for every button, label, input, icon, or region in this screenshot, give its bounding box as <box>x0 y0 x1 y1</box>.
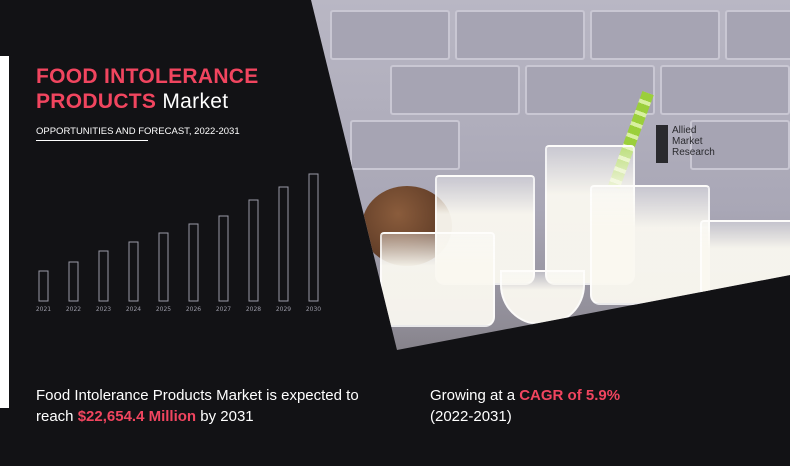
divider <box>36 140 148 141</box>
subtitle: OPPORTUNITIES AND FORECAST, 2022-2031 <box>36 126 240 137</box>
bar-2025 <box>158 232 169 302</box>
x-tick-label: 2022 <box>66 306 81 313</box>
x-tick-label: 2029 <box>276 306 291 313</box>
title-market: Market <box>162 90 229 113</box>
x-tick-label: 2023 <box>96 306 111 313</box>
market-value: $22,654.4 Million <box>77 408 197 425</box>
bar-2028 <box>248 199 259 302</box>
logo-line3: Research <box>672 147 715 158</box>
bar-2021 <box>38 270 49 302</box>
x-tick-label: 2024 <box>126 306 141 313</box>
x-tick-label: 2021 <box>36 306 51 313</box>
x-tick-label: 2027 <box>216 306 231 313</box>
page-title: FOOD INTOLERANCE PRODUCTS Market <box>36 64 259 114</box>
bar-2022 <box>68 261 79 302</box>
x-tick-label: 2030 <box>306 306 321 313</box>
logo-line2: Market <box>672 136 703 147</box>
bar-2030 <box>308 173 319 302</box>
bar-2027 <box>218 215 229 302</box>
bar-2029 <box>278 186 289 302</box>
cagr-prefix: Growing at a <box>430 387 520 404</box>
x-tick-label: 2026 <box>186 306 201 313</box>
logo-line1: Allied <box>672 125 697 136</box>
x-tick-label: 2025 <box>156 306 171 313</box>
bar-2024 <box>128 241 139 302</box>
bar-2026 <box>188 223 199 302</box>
x-tick-label: 2028 <box>246 306 261 313</box>
bar-2023 <box>98 250 109 302</box>
title-line2: PRODUCTS <box>36 90 157 113</box>
left-border-strip <box>0 56 9 408</box>
title-line1: FOOD INTOLERANCE <box>36 65 259 88</box>
cagr-value: CAGR of 5.9% <box>519 387 621 404</box>
cagr-statement: Growing at a CAGR of 5.9% (2022-2031) <box>430 385 730 427</box>
statement-suffix: by 2031 <box>196 408 254 425</box>
market-size-statement: Food Intolerance Products Market is expe… <box>36 385 386 427</box>
allied-market-research-logo: Allied Market Research <box>656 125 715 163</box>
statement-text: Food Intolerance Products Market is expe… <box>36 387 359 425</box>
cagr-period: (2022-2031) <box>430 408 512 425</box>
